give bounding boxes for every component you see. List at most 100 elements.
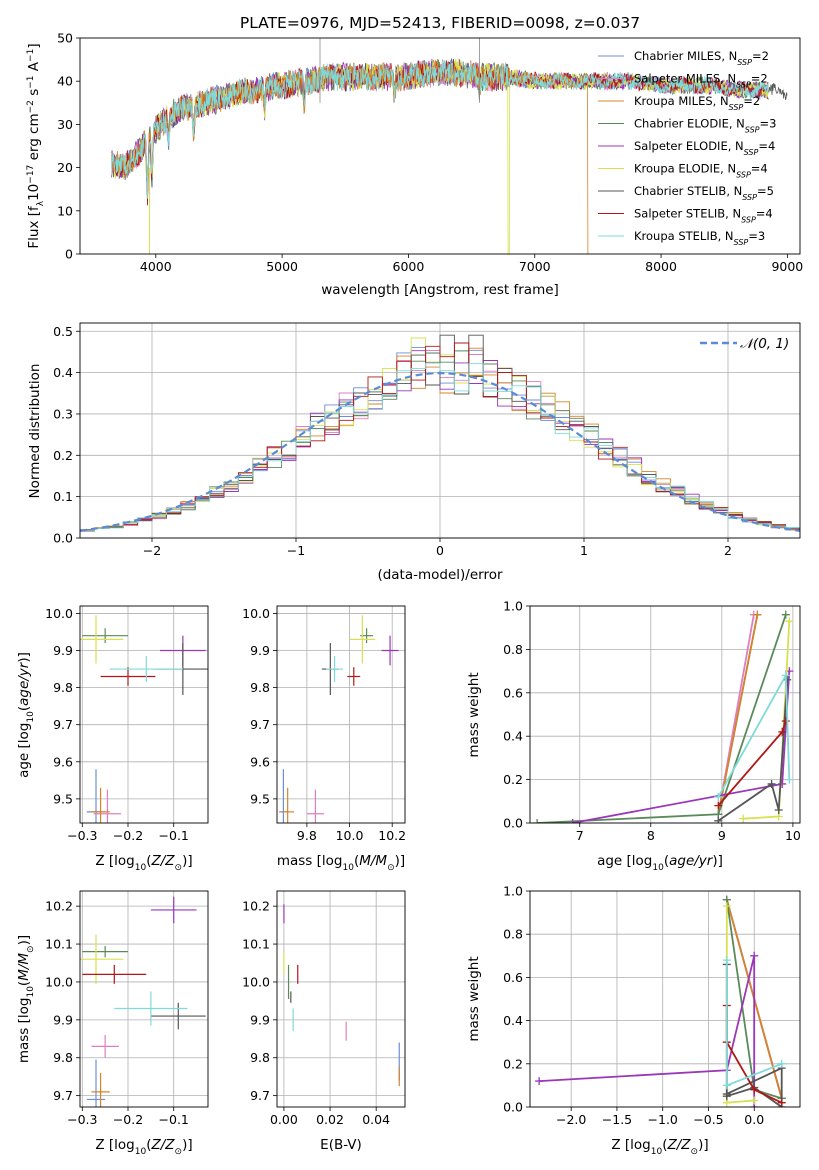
weight-marker-4 bbox=[535, 1077, 544, 1086]
weight-axis-label-bottom: mass weight bbox=[466, 956, 482, 1041]
legend-sub: SSP bbox=[745, 125, 760, 134]
y-tick-label: 20 bbox=[57, 160, 73, 175]
y-tick-label: 0.8 bbox=[503, 927, 523, 942]
legend-text: Chabrier ELODIE, N bbox=[634, 117, 745, 131]
y-tick-label: 0.2 bbox=[53, 448, 73, 463]
x-tick-label: 10.2 bbox=[378, 828, 406, 843]
y-tick-label: 30 bbox=[57, 117, 73, 132]
legend-tail: =3 bbox=[760, 117, 777, 131]
legend-sub: SSP bbox=[729, 103, 744, 112]
y-tick-label: 0.4 bbox=[503, 1013, 523, 1028]
weight-axis-label-top: mass weight bbox=[466, 672, 482, 757]
weight-vs-Z-x-label: Z [log10(Z/Z⊙)] bbox=[611, 1137, 708, 1157]
axes-frame bbox=[276, 605, 406, 824]
y-tick-label: 9.8 bbox=[53, 1050, 73, 1065]
y-tick-label: 9.8 bbox=[250, 1050, 270, 1065]
y-tick-label: 9.7 bbox=[250, 1088, 270, 1103]
legend-text: Kroupa MILES, N bbox=[634, 94, 729, 108]
y-tick-label: 10.2 bbox=[242, 899, 270, 914]
x-tick-label: 9.8 bbox=[297, 828, 317, 843]
legend-tail: =2 bbox=[751, 72, 768, 86]
legend-sub: SSP bbox=[744, 148, 759, 157]
histogram-y-label: Normed distribution bbox=[27, 364, 43, 499]
legend-sub: SSP bbox=[736, 170, 751, 179]
plot-area bbox=[533, 610, 794, 823]
y-tick-label: 0.2 bbox=[503, 772, 523, 787]
y-tick-label: 0.3 bbox=[53, 406, 73, 421]
weight-marker-8 bbox=[714, 792, 723, 801]
legend-label-6: Chabrier STELIB, NSSP=5 bbox=[634, 184, 774, 202]
legend-tail: =4 bbox=[751, 162, 768, 176]
weight-marker-6 bbox=[714, 816, 723, 823]
x-tick-label: −0.2 bbox=[113, 828, 143, 843]
y-tick-label: 10 bbox=[57, 203, 73, 218]
normal-curve bbox=[80, 371, 800, 532]
axes-frame bbox=[79, 890, 209, 1108]
weight-marker-3 bbox=[781, 610, 790, 619]
legend-tail: =4 bbox=[758, 139, 775, 153]
legend-sub: SSP bbox=[741, 215, 756, 224]
weight-marker-4 bbox=[750, 951, 759, 960]
y-tick-label: 9.5 bbox=[53, 791, 73, 806]
y-tick-label: 10.2 bbox=[45, 899, 73, 914]
y-tick-label: 9.9 bbox=[250, 1012, 270, 1027]
age-vs-Z-x-label: Z [log10(Z/Z⊙)] bbox=[95, 853, 192, 873]
weight-marker-3 bbox=[533, 819, 542, 823]
legend-tail: =5 bbox=[757, 184, 774, 198]
plot-area bbox=[279, 615, 399, 823]
mass-axis-label: mass [log10(M/M⊙)] bbox=[16, 935, 36, 1063]
weight-vs-age-panel: 7 8 9 10 0.0 0.2 0.4 0.6 0.8 1.0 bbox=[503, 599, 801, 844]
y-tick-label: 9.9 bbox=[53, 643, 73, 658]
y-tick-label: 9.9 bbox=[250, 643, 270, 658]
y-tick-label: 0.0 bbox=[53, 531, 73, 546]
y-tick-label: 0.0 bbox=[503, 816, 523, 831]
legend-sub: SSP bbox=[737, 58, 752, 67]
x-tick-label: −1.0 bbox=[648, 1112, 678, 1127]
legend-tail: =3 bbox=[748, 229, 765, 243]
y-tick-label: 0.4 bbox=[53, 365, 73, 380]
axes-frame bbox=[529, 605, 801, 824]
mass-vs-Z-x-label: Z [log10(Z/Z⊙)] bbox=[95, 1137, 192, 1157]
x-tick-label: 7 bbox=[576, 828, 584, 843]
x-tick-label: −0.2 bbox=[113, 1112, 143, 1127]
axes-frame bbox=[79, 322, 801, 539]
y-tick-label: 10.1 bbox=[242, 937, 270, 952]
legend-text: Kroupa STELIB, N bbox=[634, 229, 734, 243]
x-tick-label: 0 bbox=[436, 543, 444, 558]
weight-marker-5 bbox=[750, 1096, 759, 1105]
weight-marker-4 bbox=[568, 819, 577, 823]
legend-sub: SSP bbox=[734, 238, 749, 247]
spectrum-x-label: wavelength [Angstrom, rest frame] bbox=[321, 282, 559, 298]
y-tick-label: 1.0 bbox=[503, 884, 523, 899]
weight-marker-6 bbox=[783, 675, 792, 684]
legend-tail: =2 bbox=[752, 49, 769, 63]
plot-area bbox=[80, 896, 206, 1107]
residual-histogram-panel: −2 −1 0 1 2 0.0 0.1 0.2 0.3 0.4 0.5 bbox=[53, 322, 801, 558]
x-tick-label: 0.04 bbox=[362, 1112, 390, 1127]
legend-tail: =4 bbox=[756, 207, 773, 221]
x-tick-label: 9 bbox=[718, 828, 726, 843]
x-tick-label: −1.5 bbox=[602, 1112, 632, 1127]
legend-text: Chabrier STELIB, N bbox=[634, 184, 742, 198]
y-tick-label: 9.8 bbox=[250, 680, 270, 695]
x-tick-label: 5000 bbox=[266, 259, 298, 274]
x-tick-label: −1 bbox=[287, 543, 305, 558]
plot-area bbox=[535, 895, 786, 1107]
x-tick-label: −0.1 bbox=[159, 828, 189, 843]
y-tick-label: 9.6 bbox=[53, 754, 73, 769]
legend-label-8: Kroupa STELIB, NSSP=3 bbox=[634, 229, 765, 247]
y-tick-label: 50 bbox=[57, 31, 73, 46]
y-tick-label: 0.4 bbox=[503, 729, 523, 744]
legend-text: Kroupa ELODIE, N bbox=[634, 162, 736, 176]
legend-label-5: Kroupa ELODIE, NSSP=4 bbox=[634, 162, 768, 180]
age-axis-label: age [log10(age/yr)] bbox=[16, 652, 36, 778]
weight-marker-8 bbox=[722, 1081, 731, 1090]
x-tick-label: 0.02 bbox=[316, 1112, 344, 1127]
y-tick-label: 9.7 bbox=[53, 717, 73, 732]
y-tick-label: 0.0 bbox=[503, 1100, 523, 1115]
x-tick-label: −0.5 bbox=[693, 1112, 723, 1127]
legend-sub: SSP bbox=[736, 80, 751, 89]
y-tick-label: 9.6 bbox=[250, 754, 270, 769]
